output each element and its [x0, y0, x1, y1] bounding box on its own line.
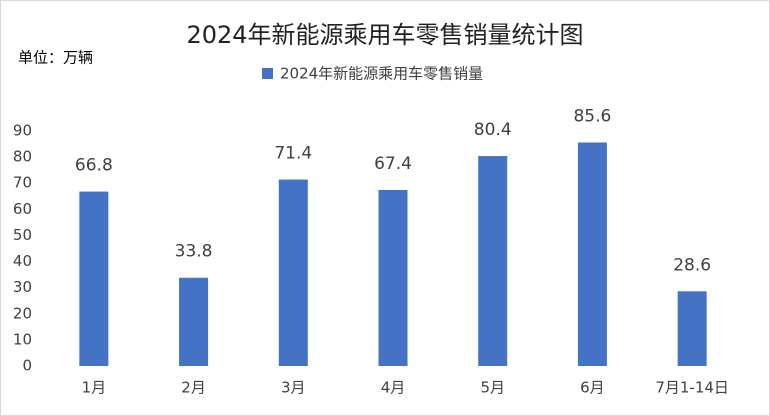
bar: [179, 277, 209, 366]
value-label: 80.4: [474, 120, 512, 140]
x-tick-label: 3月: [281, 379, 306, 397]
bar: [79, 191, 109, 366]
value-label: 85.6: [573, 106, 611, 126]
x-tick-label: 2月: [181, 379, 206, 397]
legend-label: 2024年新能源乘用车零售销量: [280, 65, 483, 83]
unit-label: 单位：万辆: [18, 49, 93, 67]
y-tick-label: 70: [13, 174, 32, 192]
bar: [577, 142, 607, 366]
value-label: 66.8: [75, 156, 113, 176]
value-label: 71.4: [274, 144, 312, 164]
bar: [677, 291, 707, 366]
y-tick-label: 60: [13, 200, 32, 218]
value-label: 67.4: [374, 154, 412, 174]
y-tick-label: 10: [13, 330, 32, 348]
x-tick-label: 4月: [381, 379, 406, 397]
y-tick-label: 50: [13, 226, 32, 244]
value-label: 33.8: [175, 242, 213, 262]
x-tick-label: 5月: [480, 379, 505, 397]
legend-swatch: [262, 68, 273, 79]
x-tick-label: 1月: [82, 379, 107, 397]
y-tick-label: 0: [22, 357, 32, 375]
y-tick-label: 40: [13, 252, 32, 270]
y-tick-label: 20: [13, 304, 32, 322]
bar: [378, 190, 408, 366]
x-tick-label: 7月1-14日: [655, 379, 729, 397]
y-tick-label: 80: [13, 148, 32, 166]
value-label: 28.6: [673, 255, 711, 275]
chart-title: 2024年新能源乘用车零售销量统计图: [186, 21, 583, 49]
y-tick-label: 90: [13, 122, 32, 140]
bar: [278, 179, 308, 366]
y-tick-label: 30: [13, 278, 32, 296]
bar: [478, 156, 508, 366]
x-tick-label: 6月: [580, 379, 605, 397]
